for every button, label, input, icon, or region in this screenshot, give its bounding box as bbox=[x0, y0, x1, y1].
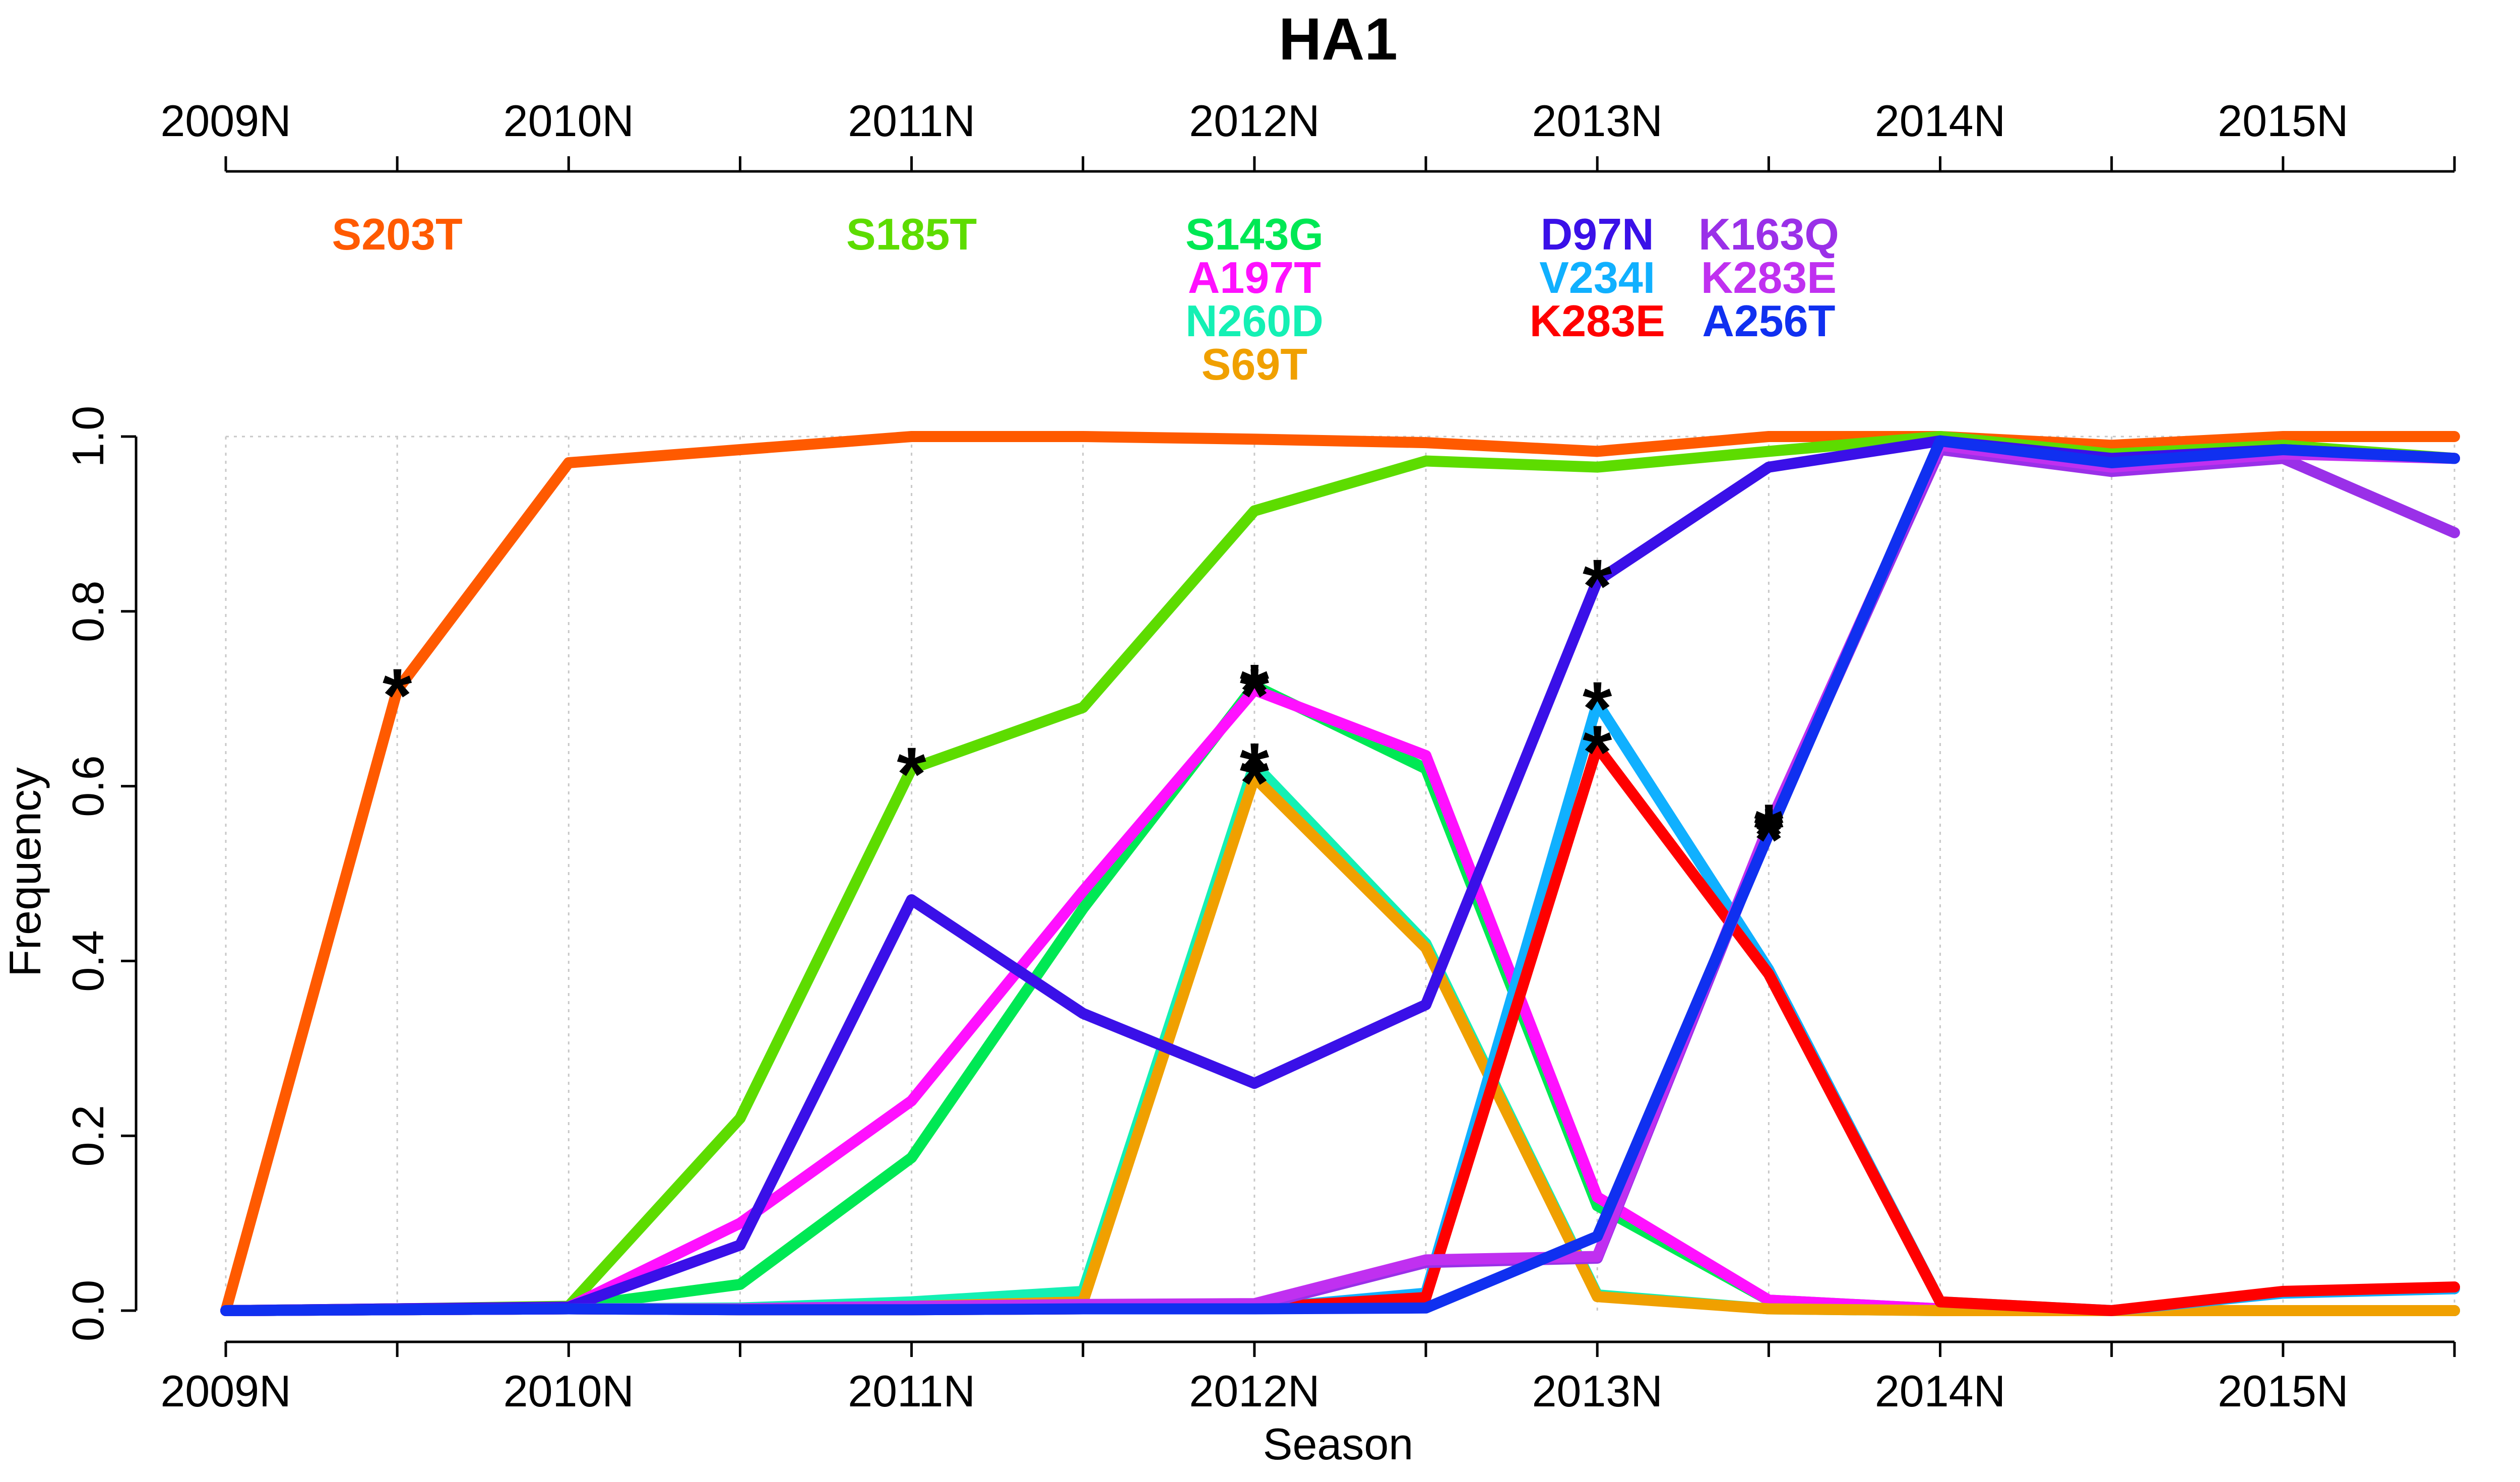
annotation-label-2: S143G bbox=[1185, 209, 1324, 259]
marker-11: * bbox=[1754, 797, 1784, 882]
left-axis-tick-label-1: 0.2 bbox=[63, 1105, 113, 1166]
series-line-11 bbox=[220, 435, 2460, 1316]
annotation-label-8: K283E bbox=[1530, 296, 1665, 346]
annotation-label-4: N260D bbox=[1185, 296, 1324, 346]
top-axis-tick-label-6: 2015N bbox=[2218, 96, 2348, 146]
annotation-label-0: S203T bbox=[332, 209, 463, 259]
markers-group: ************ bbox=[383, 543, 1784, 882]
marker-8: * bbox=[1583, 710, 1612, 794]
grid bbox=[225, 436, 2455, 1311]
left-axis-tick-label-0: 0.0 bbox=[63, 1280, 113, 1341]
series-line-9 bbox=[220, 444, 2460, 1316]
bottom-axis-tick-label-2: 2011N bbox=[848, 1366, 975, 1416]
annotations-group: S203T S185T S143GA197TN260DS69TD97NV234IK2… bbox=[332, 209, 1839, 389]
x-axis-label: Season bbox=[1263, 1419, 1413, 1469]
bottom-axis-tick-label-3: 2012N bbox=[1189, 1366, 1319, 1416]
marker-7: * bbox=[1583, 666, 1612, 751]
annotation-label-3: A197T bbox=[1188, 253, 1321, 302]
marker-0: * bbox=[383, 653, 412, 737]
marker-4: * bbox=[1240, 727, 1270, 812]
left-axis: 0.0 0.2 0.4 0.6 0.8 1.0 bbox=[63, 406, 138, 1341]
annotation-label-1: S185T bbox=[846, 209, 977, 259]
marker-3: * bbox=[1240, 653, 1270, 737]
marker-6: * bbox=[1583, 543, 1612, 628]
marker-9: * bbox=[1754, 792, 1784, 877]
series-line-3 bbox=[220, 684, 2460, 1316]
series-line-8 bbox=[220, 741, 2460, 1316]
top-axis: 2009N 2010N 2011N 2012N 2013N 2014N 2015N bbox=[160, 96, 2456, 173]
series-line-1 bbox=[220, 431, 2460, 1316]
annotation-label-5: S69T bbox=[1202, 339, 1307, 389]
bottom-axis-tick-label-0: 2009N bbox=[160, 1366, 291, 1416]
top-axis-tick-label-1: 2010N bbox=[503, 96, 634, 146]
marker-5: * bbox=[1240, 740, 1270, 825]
series-line-6 bbox=[220, 435, 2460, 1316]
top-axis-tick-label-2: 2011N bbox=[848, 96, 975, 146]
series-line-10 bbox=[220, 440, 2460, 1316]
bottom-axis-tick-label-5: 2014N bbox=[1875, 1366, 2005, 1416]
annotation-label-7: V234I bbox=[1539, 253, 1655, 302]
left-axis-tick-label-3: 0.6 bbox=[63, 755, 113, 817]
top-axis-tick-label-0: 2009N bbox=[160, 96, 291, 146]
bottom-axis-tick-label-1: 2010N bbox=[503, 1366, 634, 1416]
series-line-0 bbox=[220, 431, 2460, 1316]
top-axis-tick-label-4: 2013N bbox=[1532, 96, 1663, 146]
annotation-label-11: A256T bbox=[1702, 296, 1835, 346]
bottom-axis-tick-label-4: 2013N bbox=[1532, 1366, 1663, 1416]
top-axis-tick-label-3: 2012N bbox=[1189, 96, 1319, 146]
bottom-axis: 2009N 2010N 2011N 2012N 2013N 2014N 2015N bbox=[160, 1340, 2456, 1416]
series-line-4 bbox=[220, 759, 2460, 1316]
bottom-axis-tick-label-6: 2015N bbox=[2218, 1366, 2348, 1416]
left-axis-tick-label-4: 0.8 bbox=[63, 581, 113, 642]
series-group bbox=[220, 431, 2460, 1316]
y-axis-label: Frequency bbox=[0, 767, 50, 977]
top-axis-tick-label-5: 2014N bbox=[1875, 96, 2005, 146]
marker-1: * bbox=[897, 731, 926, 816]
series-line-2 bbox=[220, 680, 2460, 1316]
annotation-label-6: D97N bbox=[1541, 209, 1654, 259]
annotation-label-10: K283E bbox=[1701, 253, 1837, 302]
chart-title: HA1 bbox=[1279, 6, 1398, 73]
left-axis-tick-label-5: 1.0 bbox=[63, 406, 113, 467]
marker-2: * bbox=[1240, 648, 1270, 733]
annotation-label-9: K163Q bbox=[1698, 209, 1839, 259]
left-axis-tick-label-2: 0.4 bbox=[63, 930, 113, 992]
marker-10: * bbox=[1754, 788, 1784, 873]
series-line-7 bbox=[220, 697, 2460, 1316]
